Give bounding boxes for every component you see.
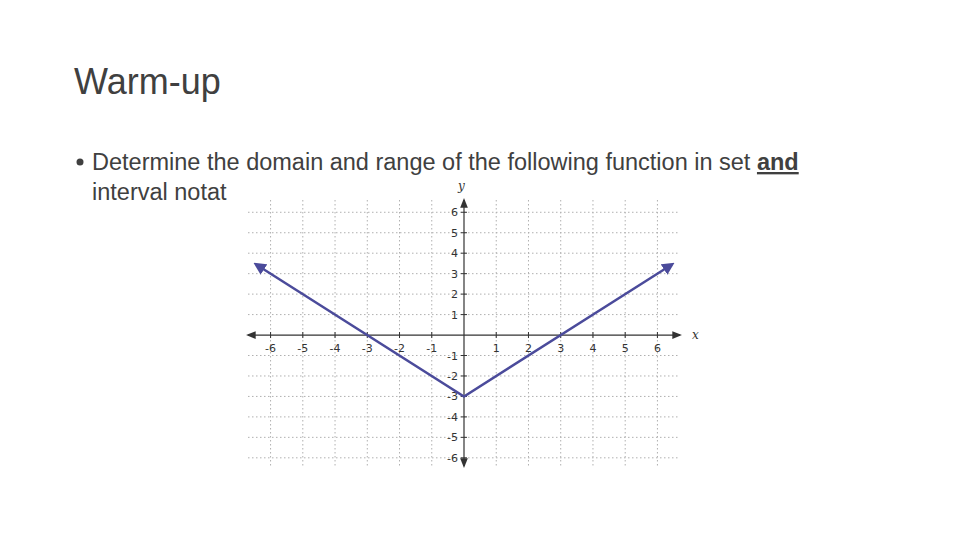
grid-line bbox=[248, 273, 680, 274]
y-tick-label: 1 bbox=[451, 309, 458, 322]
y-tick-label: -5 bbox=[447, 431, 458, 444]
grid-line bbox=[248, 355, 680, 356]
x-tick bbox=[302, 332, 303, 338]
grid-line bbox=[399, 200, 400, 466]
y-axis-label: y bbox=[457, 179, 465, 193]
x-tick-label: 1 bbox=[493, 342, 500, 355]
grid-line bbox=[248, 232, 680, 233]
grid-line bbox=[367, 200, 368, 466]
x-tick-label: 6 bbox=[654, 342, 661, 355]
y-tick bbox=[461, 355, 467, 356]
bullet-text: interval notat bbox=[92, 179, 227, 205]
x-tick bbox=[657, 332, 658, 338]
grid-line bbox=[248, 416, 680, 417]
y-tick bbox=[461, 212, 467, 213]
x-axis-label: x bbox=[692, 328, 699, 342]
y-tick-label: -4 bbox=[447, 411, 458, 424]
x-tick-label: -5 bbox=[297, 342, 308, 355]
y-tick-label: -6 bbox=[447, 452, 458, 465]
y-tick bbox=[461, 314, 467, 315]
grid-line bbox=[248, 314, 680, 315]
y-tick-label: 2 bbox=[451, 288, 458, 301]
x-tick-label: -3 bbox=[362, 342, 373, 355]
function-line bbox=[258, 265, 671, 396]
x-tick-label: 5 bbox=[622, 342, 629, 355]
y-tick-label: 6 bbox=[451, 206, 458, 219]
x-tick-label: -6 bbox=[265, 342, 276, 355]
grid-line bbox=[248, 375, 680, 376]
y-tick bbox=[461, 375, 467, 376]
grid-line bbox=[302, 200, 303, 466]
x-tick-label: -4 bbox=[330, 342, 341, 355]
y-tick-label: -2 bbox=[447, 370, 458, 383]
y-tick bbox=[461, 253, 467, 254]
y-axis bbox=[463, 200, 464, 466]
y-tick-label: 4 bbox=[451, 247, 458, 260]
x-tick-label: 4 bbox=[589, 342, 596, 355]
y-tick bbox=[461, 437, 467, 438]
y-tick bbox=[461, 232, 467, 233]
bullet-part: Determine the domain and range of the fo… bbox=[92, 149, 757, 175]
x-tick bbox=[270, 332, 271, 338]
x-tick bbox=[399, 332, 400, 338]
bullet-emphasis: and bbox=[757, 149, 799, 175]
x-tick bbox=[592, 332, 593, 338]
grid-line bbox=[248, 212, 680, 213]
bullet-text: Determine the domain and range of the fo… bbox=[92, 149, 799, 175]
grid-line bbox=[335, 200, 336, 466]
grid-line bbox=[248, 253, 680, 254]
x-tick bbox=[625, 332, 626, 338]
grid-line bbox=[270, 200, 271, 466]
slide: Warm-up Determine the domain and range of… bbox=[0, 0, 960, 540]
y-tick bbox=[461, 273, 467, 274]
grid-line bbox=[657, 200, 658, 466]
grid-line bbox=[528, 200, 529, 466]
grid-line bbox=[248, 457, 680, 458]
grid-line bbox=[625, 200, 626, 466]
bullet-dot bbox=[77, 159, 84, 166]
x-tick-label: -1 bbox=[426, 342, 437, 355]
grid-line bbox=[248, 294, 680, 295]
grid-line bbox=[431, 200, 432, 466]
y-tick bbox=[461, 416, 467, 417]
graph-background bbox=[240, 176, 702, 472]
grid-line bbox=[248, 437, 680, 438]
x-tick-label: 3 bbox=[557, 342, 564, 355]
grid-line bbox=[496, 200, 497, 466]
heading: Warm-up bbox=[74, 61, 221, 102]
y-tick bbox=[461, 457, 467, 458]
x-tick bbox=[335, 332, 336, 338]
x-tick bbox=[431, 332, 432, 338]
grid-line bbox=[592, 200, 593, 466]
grid-line bbox=[560, 200, 561, 466]
y-tick-label: -1 bbox=[447, 350, 458, 363]
x-tick bbox=[528, 332, 529, 338]
y-tick bbox=[461, 294, 467, 295]
y-tick-label: 5 bbox=[451, 227, 458, 240]
x-tick bbox=[496, 332, 497, 338]
y-tick-label: 3 bbox=[451, 268, 458, 281]
plot-marks bbox=[258, 265, 671, 396]
